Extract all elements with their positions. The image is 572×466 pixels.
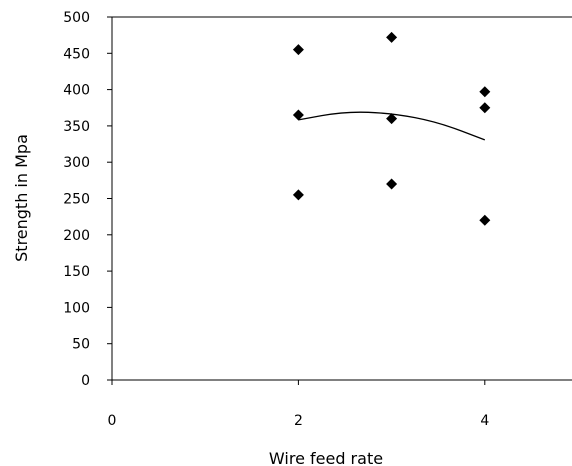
data-point [292,44,304,56]
data-point [292,189,304,201]
data-point [386,178,398,190]
y-tick-label: 200 [63,228,90,244]
x-axis-title: Wire feed rate [269,449,383,466]
y-tick-label: 150 [63,264,90,280]
x-tick-label: 2 [294,413,303,429]
x-tick-label: 4 [480,413,489,429]
plot-area [111,16,572,381]
trendline [298,111,486,141]
data-point [292,109,304,121]
trendline-curve [298,111,486,141]
y-tick-label: 0 [81,373,90,389]
y-tick-label: 450 [63,46,90,62]
y-tick-label: 350 [63,119,90,135]
data-points [292,31,491,226]
y-axis-title: Strength in Mpa [12,134,31,262]
y-axis-ticks: 0 50 100 150 200 250 300 350 400 450 500 [63,10,112,389]
data-point [386,31,398,43]
y-tick-label: 100 [63,300,90,316]
y-tick-label: 300 [63,155,90,171]
y-tick-label: 500 [63,10,90,26]
x-tick-label: 0 [108,413,117,429]
x-axis-ticks: 0 2 4 [108,380,489,429]
data-point [479,102,491,114]
y-tick-label: 250 [63,192,90,208]
y-tick-label: 50 [72,337,90,353]
y-tick-label: 400 [63,83,90,99]
data-point [479,86,491,98]
data-point [479,214,491,226]
data-point [386,113,398,125]
